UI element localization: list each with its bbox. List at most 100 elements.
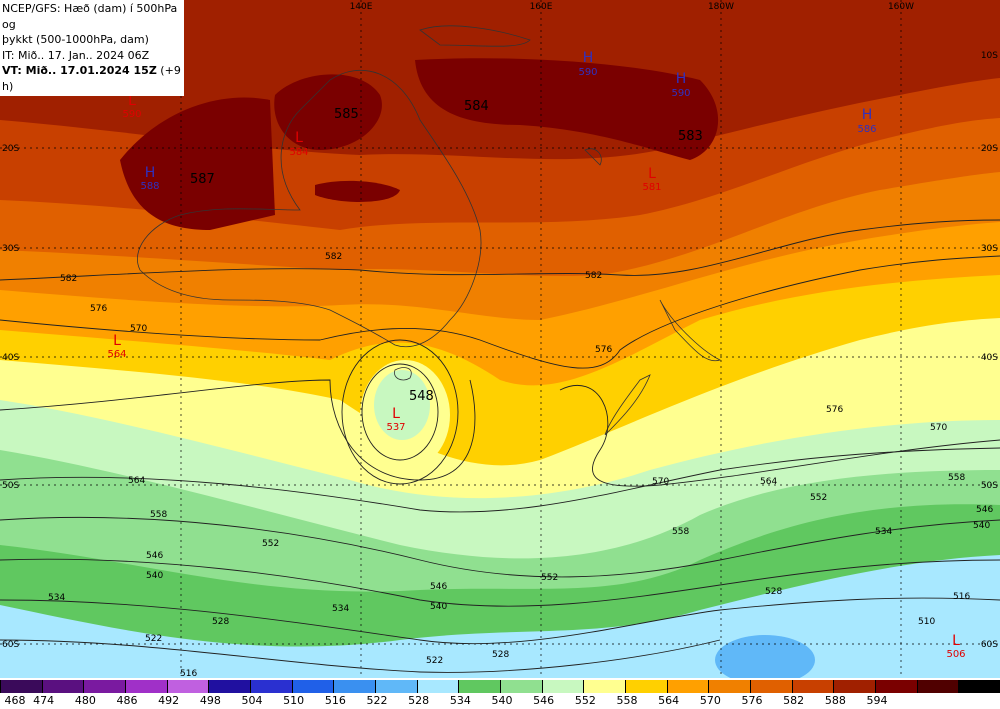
svg-text:H: H [145,165,156,181]
valid-time-value: VT: Mið.. 17.01.2024 15Z [2,64,157,77]
legend-swatch [416,680,459,693]
contour-label: 582 [60,274,77,284]
legend-swatch [916,680,959,693]
legend-label: 510 [283,694,305,707]
title-line: NCEP/GFS: Hæð (dam) í 500hPa og [2,2,178,31]
height-label: 548 [409,389,434,404]
lon-label: 160W [888,2,914,12]
lat-label: 30S [2,244,19,254]
contour-label: 546 [976,505,993,515]
svg-text:590: 590 [578,67,597,78]
contour-label: 522 [145,634,162,644]
lat-label: 20S [981,144,998,154]
contour-label: 528 [212,617,229,627]
legend-swatch [458,680,500,693]
legend-swatch [41,680,84,693]
legend-label: 534 [449,694,471,707]
legend-swatch [541,680,584,693]
legend-label: 528 [408,694,430,707]
legend-swatch [583,680,625,693]
initial-time: IT: Mið.. 17. Jan.. 2024 06Z [2,48,150,62]
svg-text:537: 537 [386,422,405,433]
valid-time: VT: Mið.. 17.01.2024 15Z (+9 h) [2,63,182,94]
contour-label: 552 [262,539,279,549]
contour-label: 546 [146,551,163,561]
contour-label: 534 [48,593,65,603]
legend-label: 504 [241,694,263,707]
svg-text:590: 590 [122,109,141,120]
lon-labels: 140E 160E 180W 160W [350,2,915,12]
legend-swatch [666,680,709,693]
lat-label: 60S [2,640,19,650]
subtitle-line: þykkt (500-1000hPa, dam) [2,33,149,46]
contour-label: 546 [430,582,447,592]
svg-text:H: H [862,107,873,123]
lat-label: 60S [981,640,998,650]
height-contours [0,219,1000,673]
svg-text:H: H [676,71,687,87]
legend-swatch [875,680,917,693]
contour-label: 540 [430,602,447,612]
legend-label: 498 [199,694,221,707]
legend-label: 564 [658,694,680,707]
svg-text:L: L [295,130,303,146]
contour-label: 564 [128,476,145,486]
map-info-box: NCEP/GFS: Hæð (dam) í 500hPa og þykkt (5… [0,0,184,96]
forecast-offset: (+9 h) [2,64,181,93]
legend-swatch [625,680,667,693]
color-legend: 468 474 480 486 492 498 504 510 516 522 528 534 540 5… [0,678,1000,709]
contour-label: 576 [595,345,612,355]
lon-label: 160E [530,2,553,12]
svg-text:L: L [952,633,960,649]
svg-text:506: 506 [946,649,965,660]
legend-label: 594 [866,694,888,707]
lat-label: 10S [981,51,998,61]
legend-label: 492 [158,694,180,707]
svg-text:588: 588 [140,181,159,192]
legend-label: 540 [491,694,513,707]
weather-map: 140E 160E 180W 160W 20S 30S 40S 50S 60S … [0,0,1000,678]
svg-text:L: L [392,406,400,422]
contour-label: 570 [130,324,147,334]
lat-label: 50S [2,481,19,491]
contour-label: 534 [875,527,892,537]
height-labels: 587 585 584 583 548 [190,99,703,404]
legend-label: 522 [366,694,388,707]
legend-swatch [375,680,417,693]
contour-label: 552 [541,573,558,583]
contour-label: 516 [953,592,970,602]
lat-label: 50S [981,481,998,491]
contour-label: 528 [765,587,782,597]
contour-labels: 582 582 582 576 576 576 570 570 570 564 … [48,252,993,678]
height-label: 587 [190,172,215,187]
contour-label: 540 [973,521,990,531]
svg-text:590: 590 [671,88,690,99]
lat-label: 30S [981,244,998,254]
legend-swatch [250,680,292,693]
legend-swatch [833,680,875,693]
contour-label: 582 [585,271,602,281]
legend-swatch [708,680,750,693]
svg-text:584: 584 [289,147,308,158]
contour-label: 528 [492,650,509,660]
legend-swatch [791,680,834,693]
legend-swatch [208,680,250,693]
legend-swatch [0,680,42,693]
contour-label: 540 [146,571,163,581]
contour-label: 534 [332,604,349,614]
svg-text:L: L [128,93,136,109]
contour-label: 582 [325,252,342,262]
legend-label: 570 [699,694,721,707]
lat-label: 40S [2,353,19,363]
contour-label: 522 [426,656,443,666]
lat-labels-left: 20S 30S 40S 50S 60S [2,144,19,650]
svg-text:H: H [583,50,594,66]
